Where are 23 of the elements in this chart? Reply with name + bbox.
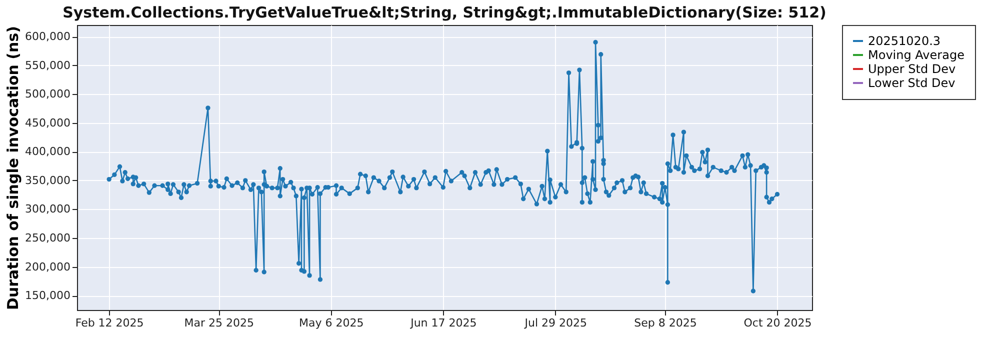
- y-tick-label: 200,000: [25, 260, 70, 274]
- x-tick-label: Feb 12 2025: [75, 316, 144, 330]
- x-tick-label: Sep 8 2025: [634, 316, 697, 330]
- y-tick-label: 500,000: [25, 88, 70, 101]
- y-tick-label: 350,000: [25, 174, 70, 187]
- legend-label: 20251020.3: [868, 34, 941, 48]
- y-tick-label: 450,000: [25, 116, 70, 130]
- legend-label: Upper Std Dev: [868, 62, 956, 76]
- x-tick-label: Mar 25 2025: [184, 316, 254, 330]
- x-tick-label: Jun 17 2025: [410, 316, 477, 330]
- x-tick-label: Jul 29 2025: [524, 316, 588, 330]
- y-axis-title: Duration of single invocation (ns): [4, 26, 22, 310]
- y-tick-label: 400,000: [25, 145, 70, 158]
- y-tick-label: 150,000: [25, 289, 70, 302]
- chart-title: System.Collections.TryGetValueTrue&lt;String, String&gt;.ImmutableDictionary(Size: 512): [62, 4, 826, 22]
- y-tick-label: 550,000: [25, 58, 70, 72]
- y-tick-label: 300,000: [25, 202, 70, 216]
- x-tick-label: May 6 2025: [299, 316, 364, 330]
- legend-label: Lower Std Dev: [868, 76, 956, 90]
- x-tick-label: Oct 20 2025: [744, 316, 812, 330]
- legend-label: Moving Average: [868, 48, 964, 62]
- y-tick-label: 600,000: [25, 30, 70, 44]
- y-tick-label: 250,000: [25, 232, 70, 245]
